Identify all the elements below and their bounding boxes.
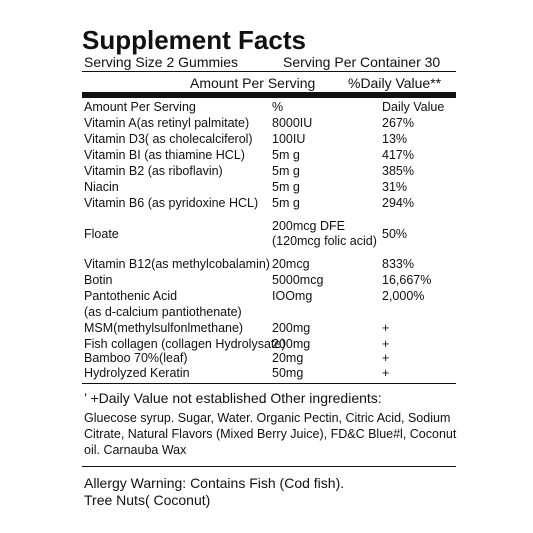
row-dv: 385%: [382, 164, 414, 178]
row-name: Bamboo 70%(leaf): [84, 351, 188, 365]
allergy-line: Allergy Warning: Contains Fish (Cod fish…: [84, 475, 345, 491]
footnote: ’ +Daily Value not established Other ing…: [84, 390, 382, 406]
row-amount: 200mcg DFE: [272, 219, 345, 233]
row-amount: 5000mcg: [272, 273, 324, 287]
row-dv: +: [382, 366, 390, 380]
row-amount: 20mcg: [272, 257, 310, 271]
row-amount: 100IU: [272, 132, 306, 146]
row-dv: 16,667%: [382, 273, 432, 287]
row-name: Amount Per Serving: [84, 100, 196, 114]
amount-heading: Amount Per Serving: [190, 75, 316, 91]
title: Supplement Facts: [82, 25, 306, 55]
row-amount: (120mcg folic acid): [272, 234, 377, 248]
row-name: Vitamin B12(as methylcobalamin): [84, 257, 270, 271]
row-name: Floate: [84, 227, 119, 241]
ingredients-line: Gluecose syrup. Sugar, Water. Organic Pe…: [84, 411, 451, 425]
row-amount: 20mg: [272, 351, 304, 365]
row-dv: Daily Value: [382, 100, 445, 114]
row-amount: %: [272, 100, 284, 114]
serving-size: Serving Size 2 Gummies: [84, 54, 239, 70]
row-name: Botin: [84, 273, 113, 287]
row-dv: 2,000%: [382, 289, 425, 303]
row-dv: +: [382, 337, 390, 351]
row-amount: 200mg: [272, 321, 311, 335]
row-dv: +: [382, 351, 390, 365]
row-name: Vitamin B6 (as pyridoxine HCL): [84, 196, 259, 210]
row-amount: 5m g: [272, 196, 300, 210]
row-dv: 31%: [382, 180, 408, 194]
ingredients-line: Citrate, Natural Flavors (Mixed Berry Ju…: [84, 427, 457, 441]
row-amount: 5m g: [272, 148, 300, 162]
row-name: Vitamin D3( as cholecalciferol): [84, 132, 253, 146]
ingredients-line: oil. Carnauba Wax: [84, 443, 187, 457]
row-name: Vitamin A(as retinyl palmitate): [84, 116, 250, 130]
row-name: Niacin: [84, 180, 119, 194]
row-amount: 8000IU: [272, 116, 313, 130]
row-dv: 417%: [382, 148, 414, 162]
thick-rule: [82, 92, 456, 98]
row-dv: 50%: [382, 227, 408, 241]
row-amount: 200mg: [272, 337, 311, 351]
row-dv: 294%: [382, 196, 414, 210]
servings-per-container: Serving Per Container 30: [283, 54, 441, 70]
rule: [82, 466, 456, 467]
dv-heading: %Daily Value**: [348, 75, 442, 91]
rule: [82, 383, 456, 384]
row-dv: 13%: [382, 132, 408, 146]
row-amount: 5m g: [272, 164, 300, 178]
row-name: Fish collagen (collagen Hydrolysate): [84, 337, 286, 351]
row-name: Hydrolyzed Keratin: [84, 366, 190, 380]
row-name: (as d-calcium pantiothenate): [84, 305, 242, 319]
row-name: Pantothenic Acid: [84, 289, 178, 303]
row-amount: IOOmg: [272, 289, 313, 303]
row-dv: +: [382, 321, 390, 335]
row-name: Vitamin BI (as thiamine HCL): [84, 148, 245, 162]
row-name: MSM(methylsulfonlmethane): [84, 321, 244, 335]
row-dv: 833%: [382, 257, 414, 271]
row-amount: 5m g: [272, 180, 300, 194]
row-name: Vitamin B2 (as riboflavin): [84, 164, 223, 178]
row-dv: 267%: [382, 116, 414, 130]
rule: [82, 71, 456, 72]
row-amount: 50mg: [272, 366, 304, 380]
allergy-line: Tree Nuts( Coconut): [84, 492, 211, 508]
